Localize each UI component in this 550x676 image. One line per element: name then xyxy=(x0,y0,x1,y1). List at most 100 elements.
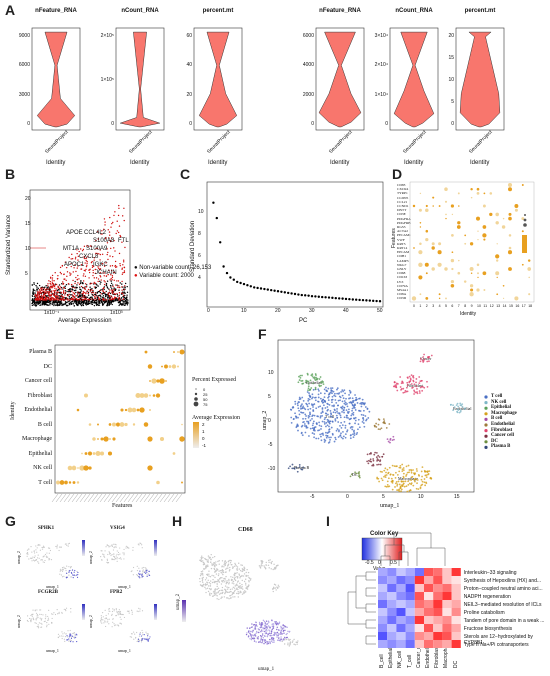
dot-e xyxy=(181,423,183,426)
dot-e xyxy=(124,408,128,412)
panel-f-ytick-4: -10 xyxy=(268,466,276,472)
umap-h-expr xyxy=(273,641,275,643)
elbow-point xyxy=(321,295,324,299)
umap-point-t-cell xyxy=(341,424,344,426)
umap-g-point xyxy=(138,635,141,637)
umap-h-expr xyxy=(267,625,270,627)
heatmap-cell xyxy=(424,568,434,576)
heatmap-row-2: Proton−coupled neutral amino aci... xyxy=(463,585,543,592)
umap-g-point xyxy=(55,545,57,548)
umap-g-expr xyxy=(139,573,141,575)
violin-shape-1 xyxy=(119,31,161,128)
umap-g-point xyxy=(108,551,110,553)
panel-d-feature-17: CDH1 xyxy=(397,254,407,259)
umap-g-point xyxy=(65,567,67,570)
umap-h-point xyxy=(239,575,242,578)
panel-e-row-8: NK cell xyxy=(33,465,52,471)
umap-h-expr xyxy=(253,640,256,642)
umap-g-point xyxy=(30,619,32,621)
umap-h-point xyxy=(293,638,295,641)
umap-g-expr xyxy=(66,635,68,637)
umap-g-expr xyxy=(146,571,148,573)
umap-point-macrophage xyxy=(420,470,423,473)
umap-point-macrophage xyxy=(394,471,397,474)
umap-g-point xyxy=(115,546,117,548)
umap-h-point xyxy=(207,565,209,568)
umap-g-point xyxy=(36,613,38,616)
panel-g-xlabel-1: umap_1 xyxy=(118,584,131,589)
dot-e xyxy=(179,436,185,442)
umap-point-t-cell xyxy=(308,394,311,397)
umap-point-fibroblast xyxy=(405,386,408,389)
umap-point-t-cell xyxy=(313,436,315,439)
elbow-point xyxy=(280,290,283,293)
heatmap-cell xyxy=(378,640,388,648)
umap-point-fibroblast xyxy=(421,389,424,392)
umap-point-t-cell xyxy=(305,426,308,429)
umap-point-t-cell xyxy=(354,419,357,422)
heatmap-cell xyxy=(405,640,415,648)
umap-h-point xyxy=(242,588,244,590)
umap-g-expr xyxy=(70,633,72,635)
umap-point-cancer-cell xyxy=(379,463,382,466)
umap-g-point xyxy=(56,609,58,611)
umap-g-point xyxy=(64,609,67,611)
umap-h-expr xyxy=(261,622,263,624)
umap-point-t-cell xyxy=(296,402,299,405)
umap-g-point xyxy=(115,608,117,610)
umap-g-point xyxy=(40,613,42,616)
umap-point-t-cell xyxy=(354,416,357,419)
heatmap-cell xyxy=(387,592,397,600)
violin-title-5: percent.mt xyxy=(464,8,496,14)
gene-label-igkc: IGKC xyxy=(93,262,108,268)
umap-point-t-cell xyxy=(327,413,329,416)
elbow-point xyxy=(236,280,239,284)
umap-g-point xyxy=(136,565,138,567)
umap-h-expr xyxy=(260,638,262,640)
umap-point-t-cell xyxy=(359,410,362,412)
umap-g-point xyxy=(137,610,139,613)
umap-g-point xyxy=(36,547,38,549)
umap-point-macrophage xyxy=(421,466,424,469)
violin-xlabel-4: Identity xyxy=(404,160,424,166)
panel-f-ytick-2: 0 xyxy=(268,418,271,424)
umap-h-expr xyxy=(254,628,257,630)
umap-point-macrophage xyxy=(427,470,429,473)
umap-point-t-cell xyxy=(352,411,355,414)
heatmap-cell xyxy=(405,624,415,632)
umap-h-point xyxy=(245,571,247,574)
umap-g-point xyxy=(46,552,48,554)
umap-g-point xyxy=(28,548,30,550)
heatmap-cell xyxy=(387,616,397,624)
umap-g-point xyxy=(100,556,102,558)
dot-d xyxy=(489,192,493,195)
heatmap-row-3: NADPH regeneration xyxy=(463,593,511,600)
umap-point-macrophage xyxy=(391,464,394,467)
dot-d xyxy=(451,267,454,271)
umap-point-t-cell xyxy=(328,425,330,428)
umap-point-epithelial xyxy=(298,379,301,381)
umap-point-fibroblast xyxy=(405,390,408,393)
umap-h-point xyxy=(207,555,210,557)
umap-point-macrophage xyxy=(387,477,390,480)
violin-ytick-3-3: 0 xyxy=(311,121,314,127)
umap-h-point xyxy=(211,574,213,577)
umap-point-fibroblast xyxy=(428,360,430,363)
violin-frame-3 xyxy=(315,27,365,131)
umap-h-expr xyxy=(274,633,276,635)
umap-point-t-cell xyxy=(324,439,327,442)
umap-h-point xyxy=(274,568,277,570)
umap-point-macrophage xyxy=(421,483,424,486)
color-key-bar xyxy=(361,537,403,561)
umap-h-expr xyxy=(266,641,269,643)
umap-h-point xyxy=(224,563,226,565)
umap-point-dc xyxy=(357,475,360,478)
umap-h-point xyxy=(201,585,203,587)
umap-point-macrophage xyxy=(423,478,426,480)
heatmap-cell xyxy=(451,568,461,576)
panel-g-colorbar-1 xyxy=(154,540,157,556)
panel-d-feature-23: LYZ xyxy=(397,279,404,284)
umap-h-point xyxy=(236,572,238,574)
violin-ytick-0-1: 6000 xyxy=(18,62,30,69)
umap-h-point xyxy=(211,563,213,565)
